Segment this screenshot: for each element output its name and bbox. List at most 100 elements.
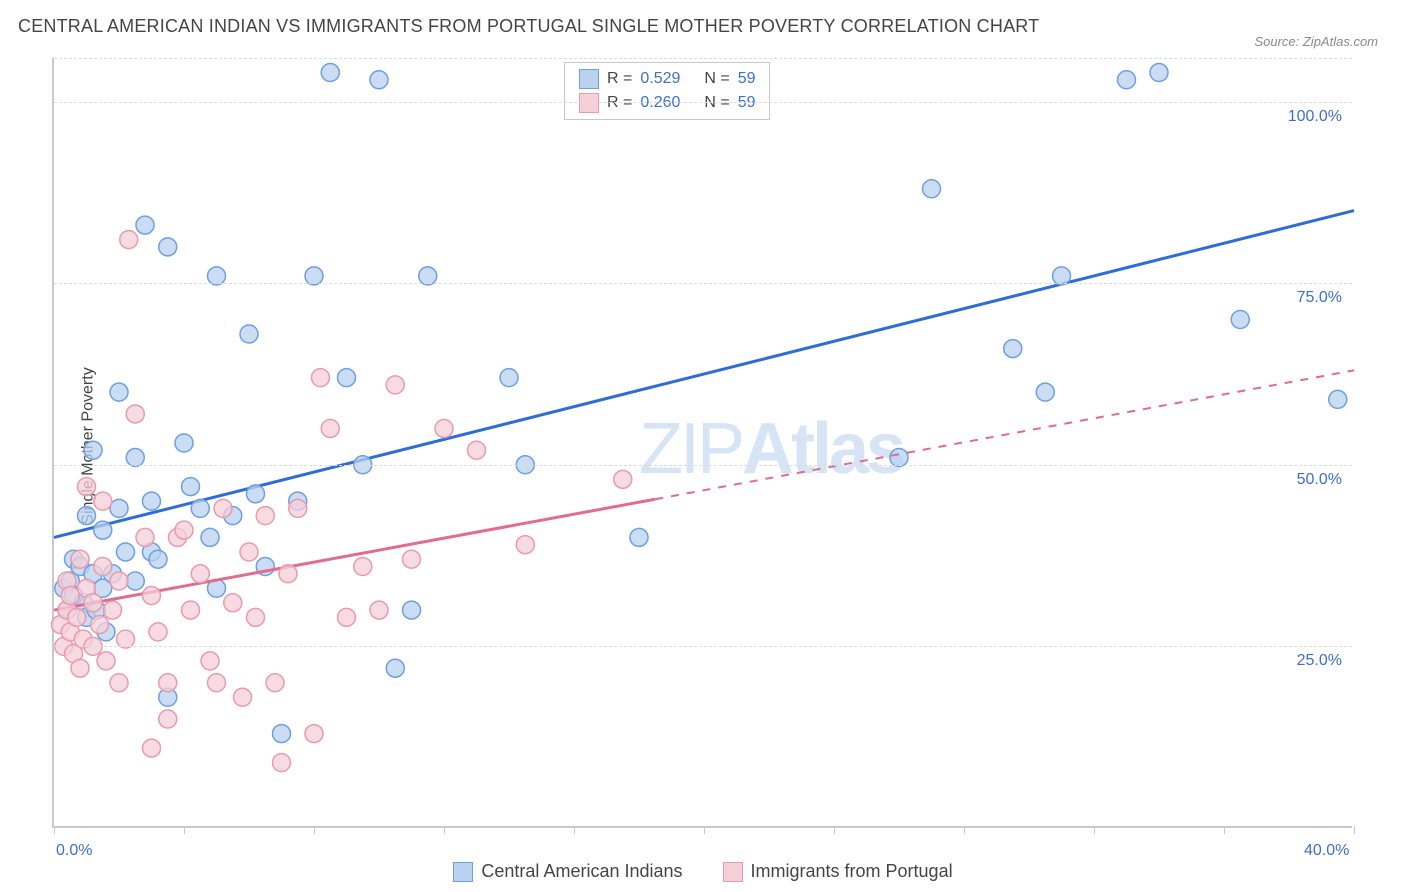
data-point [104, 601, 122, 619]
plot-area: ZIPAtlas R =0.529N =59R =0.260N =59 25.0… [52, 58, 1352, 828]
data-point [159, 238, 177, 256]
r-label: R = [607, 94, 632, 112]
x-tick-label: 0.0% [56, 842, 92, 860]
data-point [240, 325, 258, 343]
legend-series-label: Central American Indians [481, 861, 682, 882]
data-point [191, 565, 209, 583]
data-point [354, 557, 372, 575]
data-point [273, 754, 291, 772]
data-point [182, 601, 200, 619]
data-point [234, 688, 252, 706]
data-point [247, 608, 265, 626]
data-point [120, 231, 138, 249]
data-point [71, 550, 89, 568]
data-point [126, 572, 144, 590]
source-label: Source: ZipAtlas.com [1254, 34, 1378, 49]
n-value: 59 [738, 94, 756, 112]
data-point [224, 594, 242, 612]
x-tick [574, 826, 575, 834]
x-tick [54, 826, 55, 834]
data-point [68, 608, 86, 626]
data-point [149, 550, 167, 568]
y-tick-label: 50.0% [1297, 471, 1342, 489]
legend-series: Central American Indians Immigrants from … [0, 861, 1406, 882]
data-point [84, 441, 102, 459]
data-point [136, 528, 154, 546]
data-point [247, 485, 265, 503]
data-point [175, 434, 193, 452]
data-point [923, 180, 941, 198]
gridline-h [54, 102, 1352, 103]
data-point [614, 470, 632, 488]
x-tick [1224, 826, 1225, 834]
data-point [110, 674, 128, 692]
data-point [208, 674, 226, 692]
r-value: 0.260 [640, 94, 696, 112]
chart-title: CENTRAL AMERICAN INDIAN VS IMMIGRANTS FR… [18, 16, 1039, 37]
data-point [1118, 71, 1136, 89]
x-tick [834, 826, 835, 834]
data-point [97, 652, 115, 670]
r-label: R = [607, 70, 632, 88]
data-point [84, 594, 102, 612]
data-point [143, 739, 161, 757]
n-label: N = [704, 94, 729, 112]
data-point [370, 601, 388, 619]
data-point [91, 616, 109, 634]
data-point [273, 725, 291, 743]
x-tick [1354, 826, 1355, 834]
data-point [201, 652, 219, 670]
data-point [370, 71, 388, 89]
n-value: 59 [738, 70, 756, 88]
gridline-h [54, 465, 1352, 466]
data-point [500, 369, 518, 387]
data-point [305, 725, 323, 743]
data-point [78, 507, 96, 525]
r-value: 0.529 [640, 70, 696, 88]
data-point [159, 674, 177, 692]
data-point [136, 216, 154, 234]
legend-swatch [579, 93, 599, 113]
data-point [143, 492, 161, 510]
legend-swatch [723, 862, 743, 882]
data-point [71, 659, 89, 677]
x-tick [314, 826, 315, 834]
legend-series-item: Immigrants from Portugal [723, 861, 953, 882]
x-tick [704, 826, 705, 834]
legend-swatch [453, 862, 473, 882]
data-point [256, 507, 274, 525]
data-point [386, 659, 404, 677]
data-point [214, 499, 232, 517]
data-point [289, 499, 307, 517]
data-point [201, 528, 219, 546]
legend-series-label: Immigrants from Portugal [751, 861, 953, 882]
legend-stat-row: R = 0.529 N = 59 [565, 67, 769, 91]
data-point [1329, 390, 1347, 408]
x-tick [1094, 826, 1095, 834]
data-point [468, 441, 486, 459]
data-point [386, 376, 404, 394]
n-label: N = [704, 70, 729, 88]
data-point [1150, 64, 1168, 82]
legend-stat-row: R = 0.260 N = 59 [565, 91, 769, 115]
legend-series-item: Central American Indians [453, 861, 682, 882]
data-point [191, 499, 209, 517]
data-point [240, 543, 258, 561]
data-point [110, 499, 128, 517]
data-point [143, 587, 161, 605]
trend-line [655, 370, 1354, 499]
legend-stats: R = 0.529 N = 59 R = 0.260 N = 59 [564, 62, 770, 120]
data-point [312, 369, 330, 387]
data-point [175, 521, 193, 539]
data-point [403, 550, 421, 568]
data-point [149, 623, 167, 641]
data-point [435, 419, 453, 437]
data-point [338, 369, 356, 387]
y-tick-label: 25.0% [1297, 652, 1342, 670]
gridline-h [54, 646, 1352, 647]
plot-svg [54, 58, 1352, 826]
y-tick-label: 100.0% [1288, 108, 1342, 126]
x-tick [964, 826, 965, 834]
x-tick [184, 826, 185, 834]
data-point [110, 383, 128, 401]
